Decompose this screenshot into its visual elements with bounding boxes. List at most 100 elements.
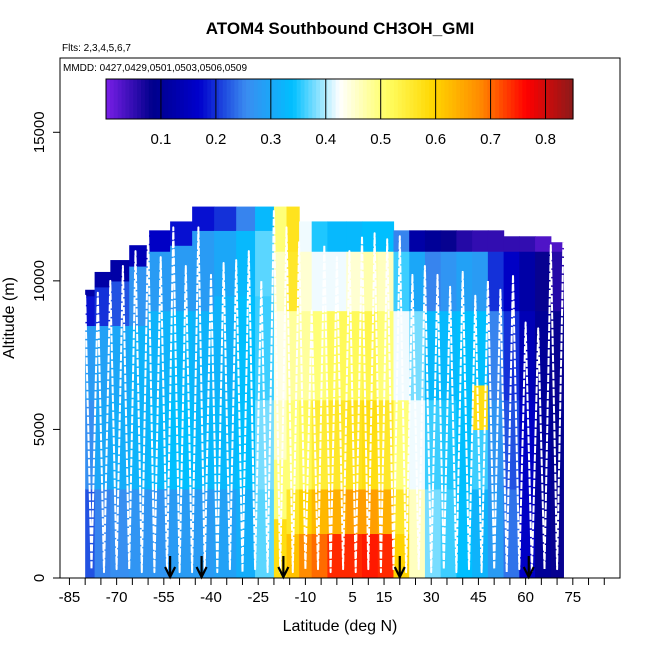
heatmap-cell [299,251,313,312]
x-tick-label: 30 [423,589,440,606]
profile-marker-arrow-head [277,566,290,580]
colorbar-swatch [148,79,154,119]
colorbar-swatch [343,79,348,119]
x-tick-label: 5 [348,589,356,606]
heatmap-cell [85,399,96,490]
heatmap-cell [286,488,300,535]
colorbar-swatch [249,79,255,119]
colorbar-swatch [242,79,247,119]
colorbar-swatch [425,79,430,119]
colorbar-swatch [211,79,216,119]
heatmap-cell [299,221,313,252]
colorbar-tick-label: 0.7 [480,131,501,148]
colorbar-swatch [156,79,162,119]
heatmap-cell [85,325,96,401]
colorbar-swatch [440,79,446,119]
colorbar-swatch [172,79,177,119]
colorbar-swatch [195,79,200,119]
colorbar-tick-label: 0.2 [205,131,226,148]
colorbar-swatch [553,79,559,119]
heatmap-cell [85,295,96,327]
heatmap-cell [311,533,329,578]
heatmap-cell [424,230,442,252]
heatmap-cell [273,399,288,460]
colorbar-swatch [121,79,127,119]
colorbar-swatch [253,79,259,119]
heatmap-cell [192,399,215,490]
heatmap-cell [377,221,395,252]
heatmap-cell [214,230,237,297]
colorbar-swatch [261,79,267,119]
heatmap-cell [129,488,149,578]
heatmap-cell [236,206,256,231]
colorbar-swatch [448,79,453,119]
y-tick-label: 15000 [31,111,48,153]
heatmap-cell [255,488,275,578]
heatmap-cell [255,230,275,297]
colorbar-swatch [495,79,500,119]
heatmap-cell [362,533,379,578]
heatmap-cell [393,230,410,252]
heatmap-cell [311,310,329,401]
colorbar-swatch [534,79,539,119]
colorbar-swatch [141,79,146,119]
colorbar-swatch [347,79,352,119]
heatmap-cell [273,251,288,312]
profile-marker-layer [164,556,535,580]
colorbar-swatch [502,79,508,119]
colorbar-swatch [191,79,197,119]
y-tick-label: 5000 [31,413,48,446]
heatmap-cell [519,251,536,312]
heatmap-cell [192,206,215,231]
colorbar-swatch [467,79,473,119]
heatmap-cell [327,221,347,252]
colorbar-swatch [331,79,337,119]
colorbar-swatch [129,79,134,119]
colorbar-swatch [269,79,274,119]
heatmap-cell [214,206,237,231]
heatmap-cell [362,310,379,401]
colorbar-swatch [456,79,461,119]
colorbar-swatch [460,79,465,119]
colorbar-swatch [133,79,138,119]
colorbar-swatch [421,79,426,119]
profile-marker-arrow-head [393,566,406,580]
flight-track-layer [77,208,565,574]
colorbar-swatch [409,79,415,119]
heatmap-cell [472,230,489,252]
colorbar-swatch [137,79,142,119]
colorbar-swatch [335,79,341,119]
colorbar-swatch [320,79,325,119]
colorbar-swatch [537,79,543,119]
heatmap-cell [286,251,300,312]
colorbar-swatch [207,79,212,119]
colorbar-swatch [475,79,481,119]
colorbar-swatch [565,79,570,119]
colorbar-swatch [355,79,360,119]
heatmap-cell [550,251,564,312]
heatmap-cell [535,236,552,252]
colorbar-swatch [557,79,562,119]
colorbar-swatch [199,79,204,119]
heatmap-cell [393,399,410,490]
heatmap-cell [286,399,300,490]
colorbar-swatch [214,79,220,119]
heatmap-cell [487,230,505,252]
colorbar-swatch [292,79,298,119]
colorbar-swatch [226,79,232,119]
heatmap-cell [255,206,275,231]
colorbar-swatch [218,79,224,119]
heatmap-cell [503,236,520,252]
x-tick-label: -25 [247,589,269,606]
y-axis-label: Altitude (m) [1,277,18,359]
colorbar-swatch [327,79,333,119]
colorbar-swatch [277,79,282,119]
colorbar-swatch [382,79,387,119]
colorbar-swatch [506,79,512,119]
heatmap-cell [362,488,379,535]
heatmap-cell [236,230,256,297]
heatmap-cell [236,488,256,578]
profile-marker-arrow-head [522,566,535,580]
colorbar-swatch [491,79,496,119]
colorbar-tick-label: 0.3 [260,131,281,148]
